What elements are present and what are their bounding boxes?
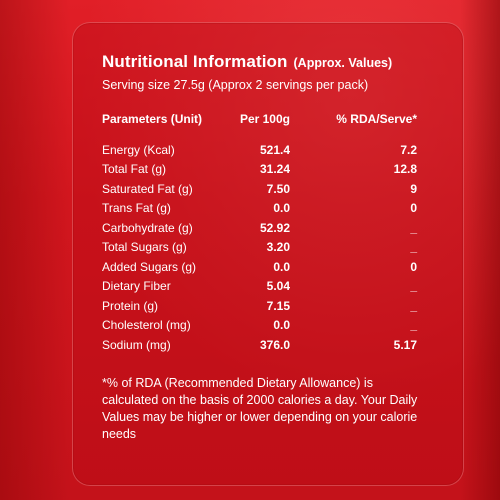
row-per100: 31.24 (259, 162, 290, 177)
row-per100: 5.04 (266, 279, 290, 294)
package-right-fold (460, 0, 500, 500)
header-rda: % RDA/Serve* (336, 112, 417, 126)
table-row: Sodium (mg) 376.0 5.17 (102, 335, 432, 355)
table-header: Parameters (Unit) Per 100g % RDA/Serve* (102, 112, 432, 126)
row-name: Trans Fat (g) (102, 201, 171, 216)
table-row: Trans Fat (g) 0.0 0 (102, 199, 432, 219)
table-row: Protein (g) 7.15 _ (102, 296, 432, 316)
header-parameter: Parameters (Unit) (102, 112, 203, 126)
row-name: Energy (Kcal) (102, 142, 175, 157)
table-row: Added Sugars (g) 0.0 0 (102, 257, 432, 277)
row-per100: 0.0 (273, 259, 290, 274)
table-row: Total Fat (g) 31.24 12.8 (102, 160, 432, 180)
row-rda: 5.17 (393, 337, 417, 352)
nutrition-rows: Energy (Kcal) 521.4 7.2 Total Fat (g) 31… (102, 140, 432, 355)
row-name: Saturated Fat (g) (102, 181, 193, 196)
table-row: Carbohydrate (g) 52.92 _ (102, 218, 432, 238)
nutrition-label-panel (72, 22, 464, 486)
row-name: Sodium (mg) (102, 337, 171, 352)
row-per100: 52.92 (259, 220, 290, 235)
row-per100: 0.0 (273, 201, 290, 216)
row-rda: _ (410, 279, 417, 294)
table-row: Energy (Kcal) 521.4 7.2 (102, 140, 432, 160)
row-per100: 3.20 (266, 240, 290, 255)
nutrition-label: Nutritional Information (Approx. Values)… (102, 52, 432, 443)
row-name: Carbohydrate (g) (102, 220, 193, 235)
row-name: Total Fat (g) (102, 162, 167, 177)
row-rda: 7.2 (400, 142, 417, 157)
table-row: Cholesterol (mg) 0.0 _ (102, 316, 432, 336)
row-rda: 12.8 (393, 162, 417, 177)
label-title-note: (Approx. Values) (293, 56, 393, 70)
row-rda: 9 (410, 181, 417, 196)
row-per100: 521.4 (259, 142, 290, 157)
table-row: Total Sugars (g) 3.20 _ (102, 238, 432, 258)
row-rda: _ (410, 220, 417, 235)
row-per100: 376.0 (259, 337, 290, 352)
row-rda: _ (410, 240, 417, 255)
row-rda: 0 (410, 201, 417, 216)
rda-footnote: *% of RDA (Recommended Dietary Allowance… (102, 375, 418, 441)
row-name: Total Sugars (g) (102, 240, 187, 255)
row-name: Added Sugars (g) (102, 259, 197, 274)
row-per100: 0.0 (273, 318, 290, 333)
package-left-fold (0, 0, 70, 500)
row-per100: 7.50 (266, 181, 290, 196)
row-per100: 7.15 (266, 298, 290, 313)
row-name: Cholesterol (mg) (102, 318, 191, 333)
header-per100: Per 100g (239, 112, 290, 126)
table-row: Dietary Fiber 5.04 _ (102, 277, 432, 297)
title-row: Nutritional Information (Approx. Values) (102, 52, 432, 72)
row-rda: _ (410, 318, 417, 333)
row-rda: _ (410, 298, 417, 313)
label-title: Nutritional Information (102, 52, 288, 71)
row-name: Dietary Fiber (102, 279, 171, 294)
table-row: Saturated Fat (g) 7.50 9 (102, 179, 432, 199)
serving-size-text: Serving size 27.5g (Approx 2 servings pe… (102, 78, 369, 92)
row-rda: 0 (410, 259, 417, 274)
row-name: Protein (g) (102, 298, 159, 313)
